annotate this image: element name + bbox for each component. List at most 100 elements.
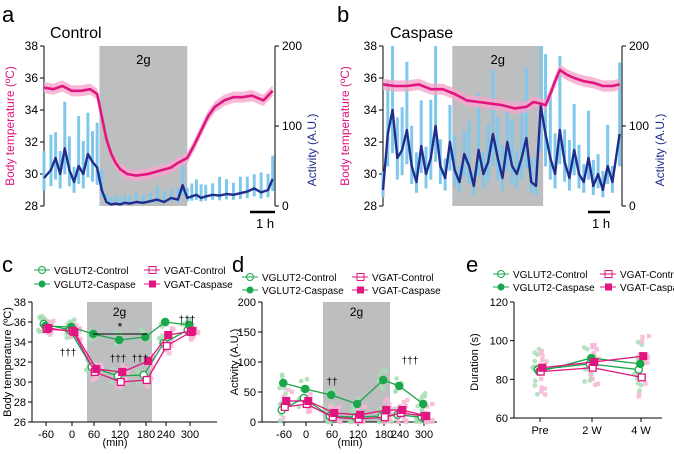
c-individual-point: [45, 319, 50, 324]
legend-e-vgat-control: VGAT-Control: [620, 270, 674, 281]
d-y-tick-label: 150: [238, 327, 256, 339]
d-mean-point: [326, 390, 336, 400]
d-individual-point: [304, 376, 310, 382]
e-individual-point: [640, 334, 645, 340]
e-individual-point: [532, 358, 538, 364]
d-individual-point: [423, 419, 429, 425]
a-left-tick-label: 36: [25, 71, 39, 85]
b-right-tick-label: 200: [629, 39, 649, 53]
panel-d-dagger-240: †††: [402, 356, 419, 367]
e-individual-point: [635, 339, 641, 345]
legend-e-vgat-caspase: VGAT-Caspase: [620, 283, 674, 294]
e-individual-point: [582, 379, 587, 384]
c-mean-point: [160, 317, 170, 327]
c-mean-point: [92, 364, 101, 374]
d-y-tick-label: 100: [238, 357, 256, 369]
e-individual-point: [532, 350, 538, 356]
panel-e-plot: [530, 333, 652, 399]
d-individual-point: [422, 394, 428, 399]
d-mean-point: [418, 399, 428, 409]
e-individual-point: [636, 394, 641, 399]
legend-d-vglut2-caspase: VGLUT2-Caspase: [262, 286, 344, 297]
d-individual-point: [277, 385, 283, 391]
panel-b-ylabel-left: Body temperature (ºC): [338, 66, 352, 186]
b-activity-line: [381, 104, 621, 192]
panel-letter-a: a: [2, 2, 15, 27]
c-individual-point: [196, 330, 201, 336]
b-right-tick-label: 0: [629, 199, 636, 213]
d-mean-point: [300, 384, 310, 394]
c-y-tick-label: 28: [14, 397, 26, 409]
c-individual-point: [99, 366, 104, 371]
c-individual-point: [138, 326, 144, 332]
d-individual-point: [377, 406, 383, 412]
e-x-tick-label: 4 W: [631, 425, 651, 437]
d-x-tick-label: 300: [415, 429, 433, 441]
e-y-tick-label: 80: [496, 374, 508, 386]
e-individual-point: [539, 389, 544, 394]
legend-d-vglut2-control: VGLUT2-Control: [262, 273, 336, 284]
a-left-tick-label: 28: [25, 199, 39, 213]
e-y-tick-label: 100: [490, 336, 508, 348]
d-mean-point: [380, 413, 389, 422]
c-individual-point: [169, 326, 174, 331]
d-individual-point: [360, 419, 366, 425]
panel-d-ylabel: Activity (A.U.): [229, 329, 241, 396]
d-individual-point: [401, 399, 407, 405]
e-individual-point: [595, 381, 601, 387]
d-x-tick-label: 240: [391, 429, 409, 441]
legend-e-vglut2-control: VGLUT2-Control: [513, 270, 587, 281]
d-mean-point: [282, 396, 291, 406]
d-mean-point: [382, 405, 391, 415]
a-temperature-line: [43, 84, 274, 177]
d-individual-point: [430, 401, 435, 407]
legend-c-vglut2-control: VGLUT2-Control: [54, 266, 128, 277]
c-x-tick-label: 60: [88, 429, 100, 441]
c-x-tick-label: 0: [69, 429, 75, 441]
c-individual-point: [160, 333, 165, 339]
e-x-tick-label: Pre: [531, 425, 548, 437]
c-x-tick-label: -60: [38, 429, 54, 441]
e-individual-point: [590, 345, 595, 350]
panel-c-xlabel: (min): [102, 437, 127, 449]
d-individual-point: [378, 371, 384, 377]
panel-letter-d: d: [232, 252, 244, 277]
d-individual-point: [394, 376, 399, 381]
e-individual-point: [540, 358, 545, 363]
d-x-tick-label: -60: [276, 429, 292, 441]
d-individual-point: [306, 408, 311, 413]
d-individual-point: [403, 419, 409, 425]
d-mean-point: [352, 399, 362, 409]
panel-a-plot: [42, 80, 275, 206]
panel-e-ylabel: Duration (s): [469, 333, 481, 390]
d-individual-point: [424, 404, 430, 409]
c-individual-point: [115, 384, 120, 389]
e-individual-point: [593, 382, 598, 387]
c-individual-point: [51, 318, 56, 324]
panel-c-x-ticks: -60 0 60 120 180 240 300: [38, 422, 199, 441]
panel-e-y-ticks: 60 80 100 120: [490, 297, 514, 425]
b-right-tick-label: 100: [629, 119, 649, 133]
c-individual-point: [150, 365, 156, 370]
d-individual-point: [405, 410, 410, 416]
c-mean-point: [70, 327, 79, 337]
e-mean-point: [538, 363, 547, 372]
b-temperature-line: [382, 68, 620, 110]
d-individual-point: [396, 419, 401, 425]
panel-c: c VGLUT2-Control VGAT-Control VGLUT2-Cas…: [2, 252, 233, 449]
c-individual-point: [118, 384, 124, 390]
d-individual-point: [281, 415, 286, 421]
d-mean-point: [378, 375, 388, 385]
e-individual-point: [544, 359, 549, 364]
c-individual-point: [94, 374, 99, 380]
c-mean-point: [44, 323, 53, 333]
d-y-tick-label: 50: [244, 387, 256, 399]
d-mean-point: [304, 396, 313, 406]
c-individual-point: [188, 336, 194, 341]
d-individual-point: [298, 378, 304, 384]
e-mean-point: [590, 357, 599, 366]
panel-c-ylabel: Body temperature (ºC): [2, 307, 14, 417]
c-y-tick-label: 30: [14, 377, 26, 389]
e-individual-point: [591, 350, 596, 356]
d-individual-point: [381, 386, 386, 392]
